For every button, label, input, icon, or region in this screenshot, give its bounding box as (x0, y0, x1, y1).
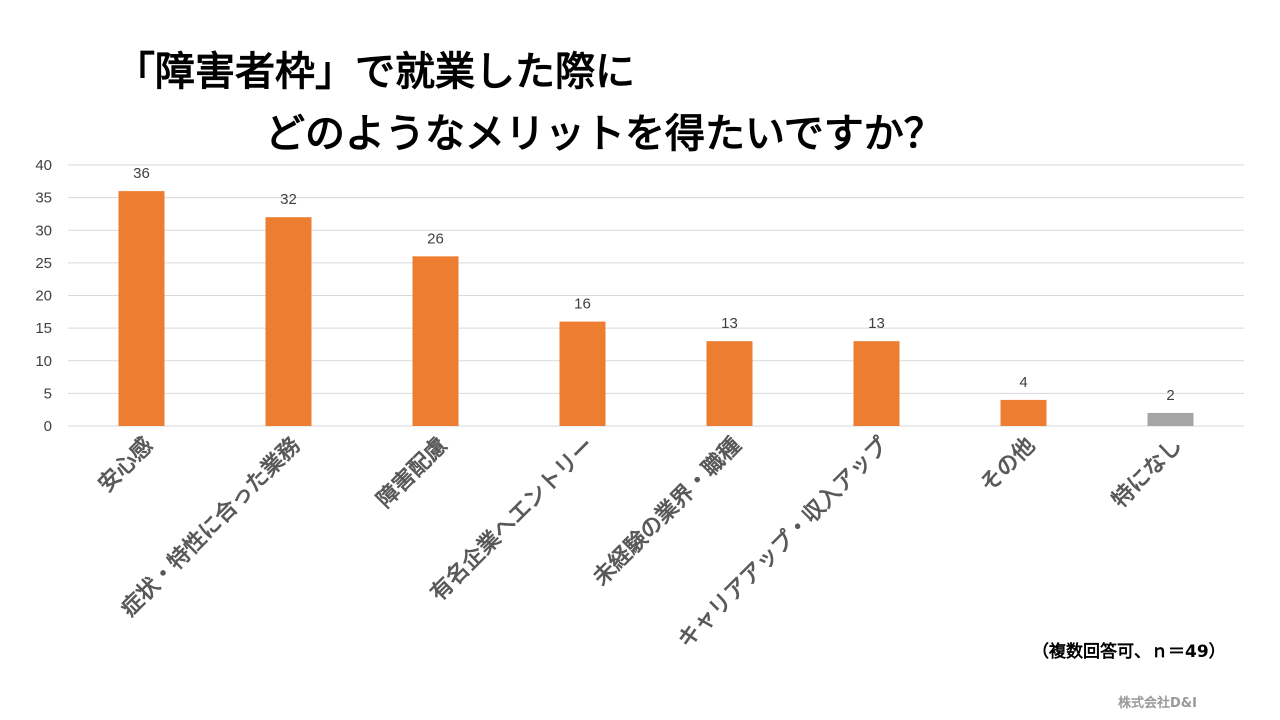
y-tick-label: 5 (44, 385, 52, 402)
chart-title-line-2: どのようなメリットを得たいですか？ (265, 111, 944, 157)
y-tick-label: 30 (35, 222, 52, 239)
x-tick-label: 障害配慮 (372, 432, 453, 513)
data-label: 13 (721, 315, 738, 332)
x-tick-label: 安心感 (93, 432, 158, 497)
data-label: 16 (574, 296, 591, 313)
bar (1000, 399, 1047, 426)
bar (265, 217, 312, 426)
bar (559, 321, 606, 426)
x-tick-label: 有名企業へエントリー (425, 432, 599, 606)
bar (118, 191, 165, 426)
data-label: 26 (427, 230, 444, 247)
sample-note: （複数回答可、ｎ＝49） (1032, 642, 1226, 662)
bar (412, 256, 459, 426)
data-label: 32 (280, 191, 297, 208)
data-label: 36 (133, 165, 150, 182)
y-axis-tick-labels: 0 5 10 15 20 25 30 35 40 (35, 157, 52, 435)
y-tick-label: 15 (35, 320, 52, 337)
gridlines (68, 164, 1244, 427)
x-tick-label: 特になし (1107, 432, 1188, 513)
y-tick-label: 35 (35, 190, 52, 207)
data-label: 4 (1019, 374, 1027, 391)
x-tick-label: その他 (976, 433, 1040, 497)
y-tick-label: 40 (35, 157, 52, 174)
chart-title-line-1: 「障害者枠」で就業した際に (115, 49, 635, 95)
y-tick-label: 0 (44, 418, 52, 435)
bar (1147, 412, 1194, 426)
y-tick-label: 25 (35, 255, 52, 272)
y-tick-label: 10 (35, 353, 52, 370)
bar (706, 341, 753, 426)
data-labels: 36 32 26 16 13 13 4 2 (133, 165, 1175, 404)
company-credit: 株式会社D&I (1118, 696, 1197, 711)
y-tick-label: 20 (35, 288, 52, 305)
data-label: 13 (868, 315, 885, 332)
data-label: 2 (1166, 387, 1174, 404)
bar (853, 341, 900, 426)
bars (118, 191, 1194, 426)
x-tick-label: 未経験の業界・職種 (588, 432, 746, 590)
